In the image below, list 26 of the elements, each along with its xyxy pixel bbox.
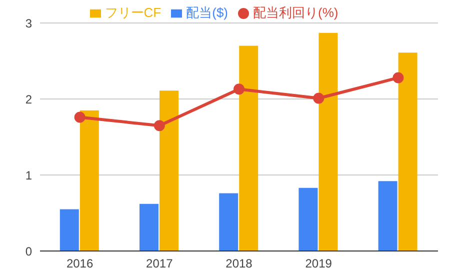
x-tick-label: 2017: [146, 256, 174, 271]
x-tick-label: 2019: [305, 256, 332, 271]
bar: [60, 209, 79, 251]
bar: [378, 181, 398, 251]
bar: [239, 46, 258, 251]
bar: [219, 193, 238, 251]
y-tick-label: 0: [25, 244, 32, 258]
x-tick-label: 2016: [66, 256, 94, 271]
point: [234, 84, 244, 95]
point: [74, 112, 86, 123]
x-tick-label: 2018: [226, 256, 253, 271]
bar: [160, 90, 178, 251]
legend-label: 配当利回り(%): [253, 5, 338, 20]
bar: [398, 52, 418, 251]
bar: [318, 32, 338, 251]
y-tick-label: 2: [25, 92, 32, 106]
bar: [298, 188, 318, 251]
point: [392, 72, 404, 84]
bar: [80, 110, 99, 251]
legend-label: 配当($): [186, 5, 228, 20]
legend-label: フリーCF: [104, 5, 162, 20]
y-tick-label: 3: [25, 16, 32, 30]
point: [313, 92, 324, 104]
point: [154, 120, 165, 132]
bar: [140, 204, 158, 251]
y-tick-label: 1: [25, 168, 32, 182]
